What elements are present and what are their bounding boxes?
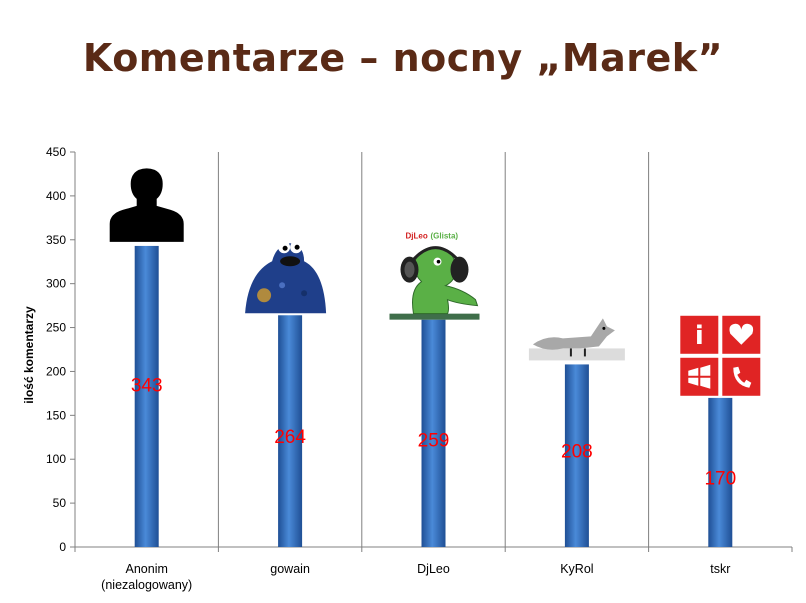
y-axis-label: ilość komentarzy [22, 306, 36, 404]
bar [421, 319, 446, 547]
bar [134, 245, 159, 547]
windows-phone-tiles-icon: i [678, 313, 763, 398]
y-tick-label: 450 [46, 145, 66, 159]
bar [708, 397, 733, 547]
data-label: 259 [418, 430, 450, 451]
category-label: KyRol [560, 562, 593, 576]
data-label: 208 [561, 442, 593, 463]
avatar-caption: DjLeo [406, 232, 428, 241]
green-headphones-character-icon: DjLeo (Glista) [389, 232, 480, 320]
avatar-caption-sub: (Glista) [431, 232, 459, 241]
cookie-monster-icon [245, 241, 327, 314]
person-silhouette-icon [109, 168, 184, 242]
y-tick-label: 0 [59, 540, 66, 554]
data-label: 170 [704, 468, 736, 489]
data-label: 343 [131, 375, 163, 396]
category-label: tskr [710, 562, 730, 576]
y-tick-label: 50 [53, 496, 67, 510]
category-label: Anonim (niezalogowany) [101, 562, 192, 592]
y-tick-label: 400 [46, 189, 66, 203]
category-label: gowain [270, 562, 310, 576]
y-tick-label: 350 [46, 233, 66, 247]
slide-title: Komentarze – nocny „Marek” [82, 36, 724, 80]
y-tick-label: 300 [46, 277, 66, 291]
bar [564, 364, 589, 547]
y-tick-label: 200 [46, 364, 66, 378]
y-tick-label: 150 [46, 408, 66, 422]
y-tick-label: 250 [46, 321, 66, 335]
bar [278, 315, 303, 547]
grey-fox-icon [528, 318, 625, 361]
tile-info-glyph: i [695, 321, 704, 351]
data-label: 264 [274, 427, 306, 448]
y-tick-label: 100 [46, 452, 66, 466]
category-label: DjLeo [417, 562, 450, 576]
